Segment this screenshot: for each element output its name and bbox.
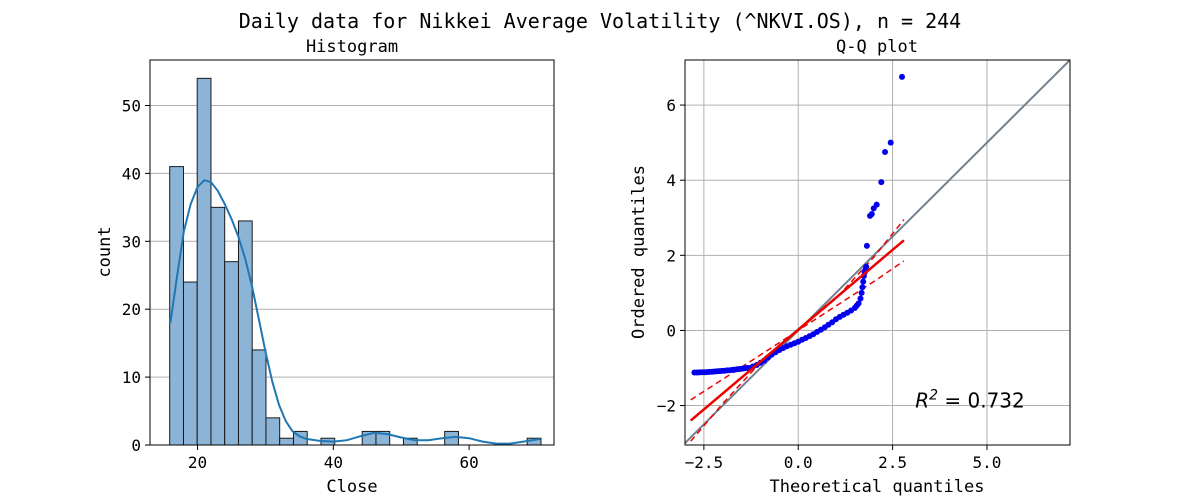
qq-x-tick-label: 0.0	[784, 453, 813, 472]
qq-point	[899, 73, 905, 80]
histogram-y-tick-label: 20	[122, 300, 141, 319]
qq-point	[868, 211, 875, 217]
r-squared-annotation: R2 = 0.732	[915, 387, 1025, 412]
histogram-bar	[279, 437, 294, 446]
histogram-y-tick-label: 40	[122, 164, 141, 183]
histogram-y-tick-label: 0	[131, 436, 141, 455]
qq-point	[882, 149, 888, 155]
r-squared-symbol: R	[915, 388, 929, 412]
qq-x-tick-label: 5.0	[973, 453, 1002, 472]
qq-y-label: Ordered quantiles	[629, 165, 649, 339]
qq-point	[859, 284, 866, 291]
histogram-x-tick-label: 20	[188, 453, 207, 472]
histogram-y-tick-label: 30	[122, 232, 141, 251]
qq-fit-line	[689, 239, 905, 422]
figure-title: Daily data for Nikkei Average Volatility…	[239, 9, 961, 33]
qq-point	[887, 139, 894, 146]
qq-point	[857, 295, 864, 302]
histogram-bar	[224, 261, 239, 446]
qq-point	[863, 263, 870, 270]
qq-point	[863, 242, 870, 249]
histogram-y-tick-label: 10	[122, 368, 141, 387]
histogram-title: Histogram	[306, 37, 398, 57]
qq-x-label: Theoretical quantiles	[770, 477, 985, 497]
qq-y-tick-label: 0	[666, 321, 676, 340]
histogram-x-tick-label: 40	[324, 453, 343, 472]
qq-point	[860, 278, 867, 285]
qq-point	[855, 300, 862, 307]
r-squared-value: = 0.732	[938, 388, 1025, 412]
histogram-x-label: Close	[326, 477, 377, 497]
r-squared-superscript: 2	[929, 387, 938, 403]
histogram-bar	[169, 166, 184, 446]
histogram-y-tick-label: 50	[122, 96, 141, 115]
qq-x-tick-label: −2.5	[685, 453, 724, 472]
histogram-bar	[182, 281, 198, 446]
histogram-bar	[196, 77, 212, 446]
histogram-y-label: count	[95, 226, 115, 277]
histogram-axes-frame	[149, 59, 555, 446]
qq-confidence-upper	[690, 219, 905, 401]
qq-y-tick-label: −2	[657, 397, 676, 416]
qq-x-tick-label: 2.5	[878, 453, 907, 472]
qq-y-tick-label: 2	[666, 246, 676, 265]
histogram-kde-curve	[169, 179, 541, 445]
qq-point	[878, 179, 885, 186]
qq-plot-title: Q-Q plot	[836, 37, 918, 57]
histogram-bar	[265, 417, 281, 446]
histogram-x-tick-label: 60	[459, 453, 478, 472]
qq-confidence-lower	[690, 260, 905, 442]
qq-y-tick-label: 6	[666, 96, 676, 115]
qq-y-tick-label: 4	[666, 171, 676, 190]
histogram-panel: Histogram 20 40 60 0 10 20 30 40 50 Close count	[95, 37, 555, 497]
histogram-bar	[210, 206, 226, 446]
histogram-bar	[251, 349, 267, 446]
qq-axes-frame	[684, 59, 1071, 446]
qq-point	[858, 289, 865, 296]
histogram-bar	[237, 220, 253, 446]
qq-point	[873, 201, 880, 208]
